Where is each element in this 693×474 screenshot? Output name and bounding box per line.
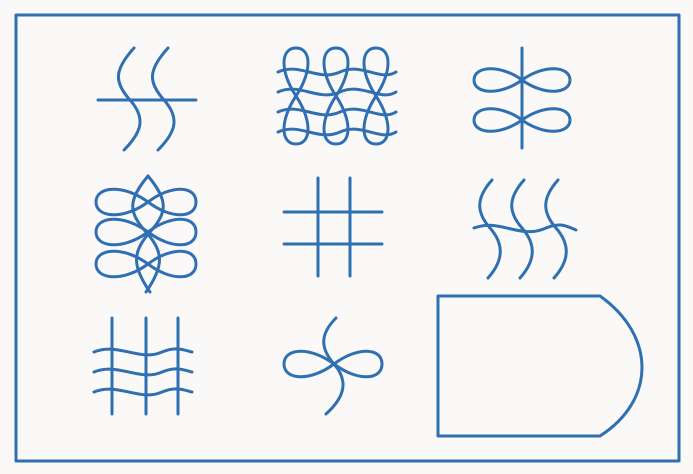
figure-horizontal-figure-eight-two-loops-vertical-line (472, 46, 572, 150)
figure-figure-eight-horizontal-loops-wavy-stroke (282, 316, 384, 416)
answer-shape[interactable] (436, 294, 644, 438)
figure-two-stacked-horizontal-figure-eights-wavy-vertical (94, 174, 198, 294)
figure-two-vertical-two-horizontal-straight-lines (282, 176, 384, 278)
figure-interlaced-loops-four-wavy-horizontal (276, 46, 398, 146)
figure-two-wavy-vertical-one-horizontal (96, 46, 198, 152)
figure-three-wavy-vertical-one-wavy-horizontal (472, 178, 578, 280)
figure-three-vertical-three-wavy-horizontal (92, 316, 194, 416)
puzzle-frame (14, 13, 681, 463)
